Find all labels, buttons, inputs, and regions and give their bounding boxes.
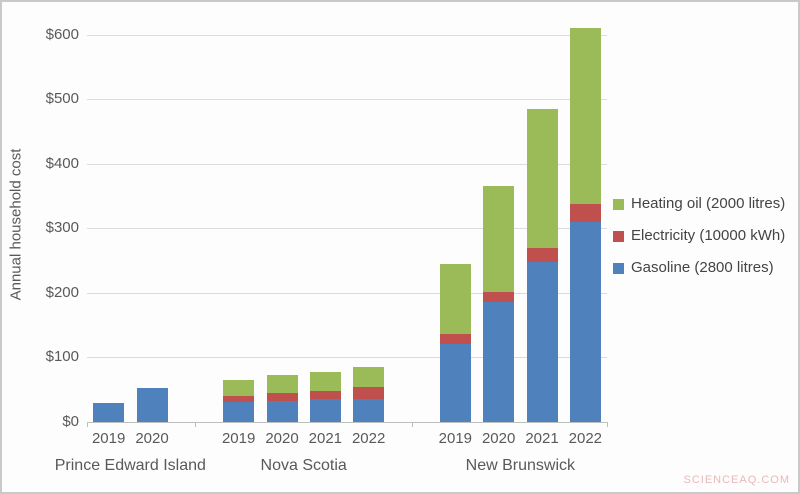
gridline: [87, 292, 607, 294]
gridline: [87, 99, 607, 101]
legend-label: Electricity (10000 kWh): [631, 227, 786, 244]
x-axis-year-label: 2022: [568, 430, 603, 447]
x-axis-year-label: 2020: [481, 430, 516, 447]
gridline: [87, 357, 607, 359]
x-axis-year-label: 2021: [525, 430, 559, 447]
x-axis-year-label: 2020: [265, 430, 299, 447]
bar-segment-heating_oil: [569, 28, 601, 205]
gridline: [87, 228, 607, 230]
x-axis-year-label: 2019: [221, 430, 256, 447]
legend: Heating oil (2000 litres) Electricity (10…: [613, 194, 785, 290]
bar-segment-heating_oil: [353, 367, 385, 388]
bar-segment-gasoline: [483, 301, 515, 422]
y-axis-tick-label: $100: [45, 348, 79, 366]
x-axis-tick: [195, 422, 197, 427]
x-axis-province-label: Nova Scotia: [260, 457, 347, 474]
bar-segment-gasoline: [266, 400, 298, 422]
bar-segment-electricity: [223, 396, 255, 402]
legend-item: Electricity (10000 kWh): [613, 226, 785, 246]
bar-segment-electricity: [266, 392, 298, 401]
x-axis-year-label: 2022: [351, 430, 386, 447]
bar-segment-gasoline: [353, 398, 385, 422]
x-axis-line: [87, 422, 608, 423]
bar-segment-gasoline: [439, 343, 471, 422]
legend-label: Gasoline (2800 litres): [631, 259, 774, 276]
bar-segment-heating_oil: [266, 374, 298, 393]
legend-label: Heating oil (2000 litres): [631, 195, 786, 212]
bar-segment-gasoline: [526, 261, 558, 422]
bar-segment-electricity: [569, 204, 601, 222]
y-axis-tick-label: $0: [62, 413, 79, 430]
bar-segment-gasoline: [569, 221, 601, 422]
bar-segment-gasoline: [136, 388, 168, 422]
x-axis-year-label: 2019: [91, 430, 126, 447]
x-axis-year-label: 2020: [135, 430, 169, 447]
bar-segment-heating_oil: [439, 263, 471, 334]
x-axis-province-label: Prince Edward Island: [54, 457, 206, 474]
x-axis-province-label: New Brunswick: [465, 457, 575, 474]
bar-segment-electricity: [439, 333, 471, 344]
bar-segment-gasoline: [223, 401, 255, 422]
y-axis-tick-label: $300: [45, 219, 79, 237]
watermark: SCIENCEAQ.COM: [683, 474, 790, 486]
bar-segment-heating_oil: [526, 108, 558, 248]
y-axis-tick-label: $200: [45, 283, 79, 301]
gridline: [87, 163, 607, 165]
bar-segment-gasoline: [309, 399, 341, 422]
bar-segment-heating_oil: [309, 371, 341, 391]
bar-segment-electricity: [526, 247, 558, 262]
y-axis-tick-label: $600: [45, 25, 79, 43]
x-axis-tick: [607, 422, 608, 427]
y-axis-tick-label: $400: [45, 154, 79, 172]
bar-segment-electricity: [483, 291, 515, 302]
bar-segment-heating_oil: [483, 185, 515, 292]
bar-segment-gasoline: [93, 402, 125, 422]
legend-swatch-electricity: [613, 230, 624, 242]
x-axis-year-label: 2019: [438, 430, 473, 447]
x-axis-tick: [87, 422, 88, 427]
x-axis-year-label: 2021: [308, 430, 343, 447]
legend-swatch-heating_oil: [613, 198, 624, 210]
y-axis-tick-label: $500: [45, 90, 79, 108]
legend-item: Heating oil (2000 litres): [613, 194, 785, 214]
x-axis-tick: [412, 422, 413, 427]
legend-item: Gasoline (2800 litres): [613, 258, 785, 278]
bar-segment-heating_oil: [223, 380, 255, 397]
legend-swatch-gasoline: [613, 262, 624, 274]
bar-segment-electricity: [353, 387, 385, 399]
bar-segment-electricity: [309, 391, 341, 400]
gridline: [87, 34, 607, 36]
